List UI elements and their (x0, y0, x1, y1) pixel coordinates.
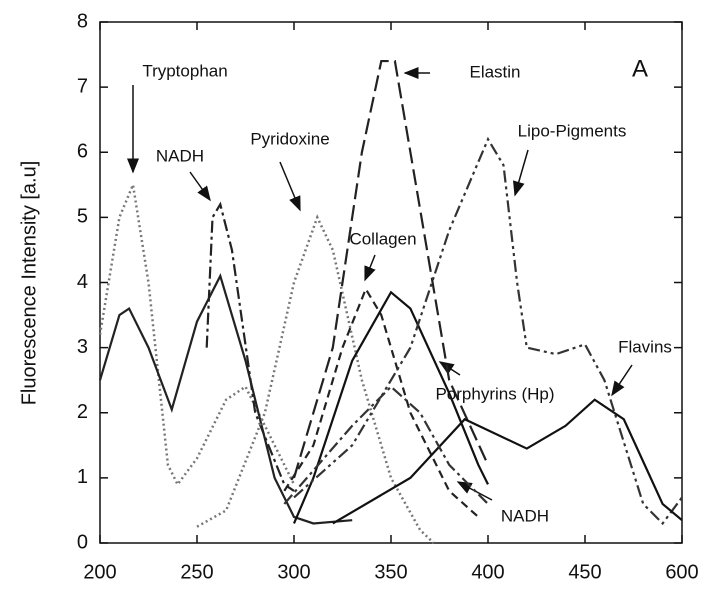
line-series (283, 286, 480, 518)
series-label: NADH (156, 146, 204, 165)
panel-label: A (632, 55, 648, 82)
x-tick-label: 200 (83, 561, 116, 583)
series-label: NADH (501, 506, 549, 525)
line-series (205, 201, 295, 492)
x-tick-label: 400 (471, 561, 504, 583)
series-label: Tryptophan (142, 61, 227, 80)
line-series (283, 385, 489, 505)
y-tick-label: 0 (77, 531, 88, 553)
series-label: Pyridoxine (250, 129, 329, 148)
y-tick-label: 4 (77, 271, 88, 293)
x-tick-label: 600 (665, 561, 698, 583)
series-label: Elastin (469, 62, 520, 81)
series-label: Flavins (618, 337, 672, 356)
line-series (332, 398, 683, 525)
y-tick-label: 6 (77, 141, 88, 163)
series-label: Lipo-Pigments (518, 121, 627, 140)
x-tick-label: 450 (568, 561, 601, 583)
series-label: Collagen (349, 229, 416, 248)
plot-frame (99, 21, 683, 544)
line-series (196, 214, 435, 544)
x-tick-label: 250 (180, 561, 213, 583)
x-tick-label: 300 (277, 561, 310, 583)
line-series (292, 290, 489, 524)
series-label: Porphyrins (Hp) (435, 384, 554, 403)
y-tick-label: 1 (77, 466, 88, 488)
y-axis-label: Fluorescence Intensity [a.u] (18, 161, 40, 406)
y-tick-label: 3 (77, 336, 88, 358)
y-tick-label: 8 (77, 10, 88, 32)
y-tick-label: 7 (77, 75, 88, 97)
line-series (293, 136, 683, 526)
y-tick-label: 5 (77, 206, 88, 228)
y-tick-label: 2 (77, 401, 88, 423)
x-tick-label: 350 (374, 561, 407, 583)
line-series (292, 59, 489, 479)
